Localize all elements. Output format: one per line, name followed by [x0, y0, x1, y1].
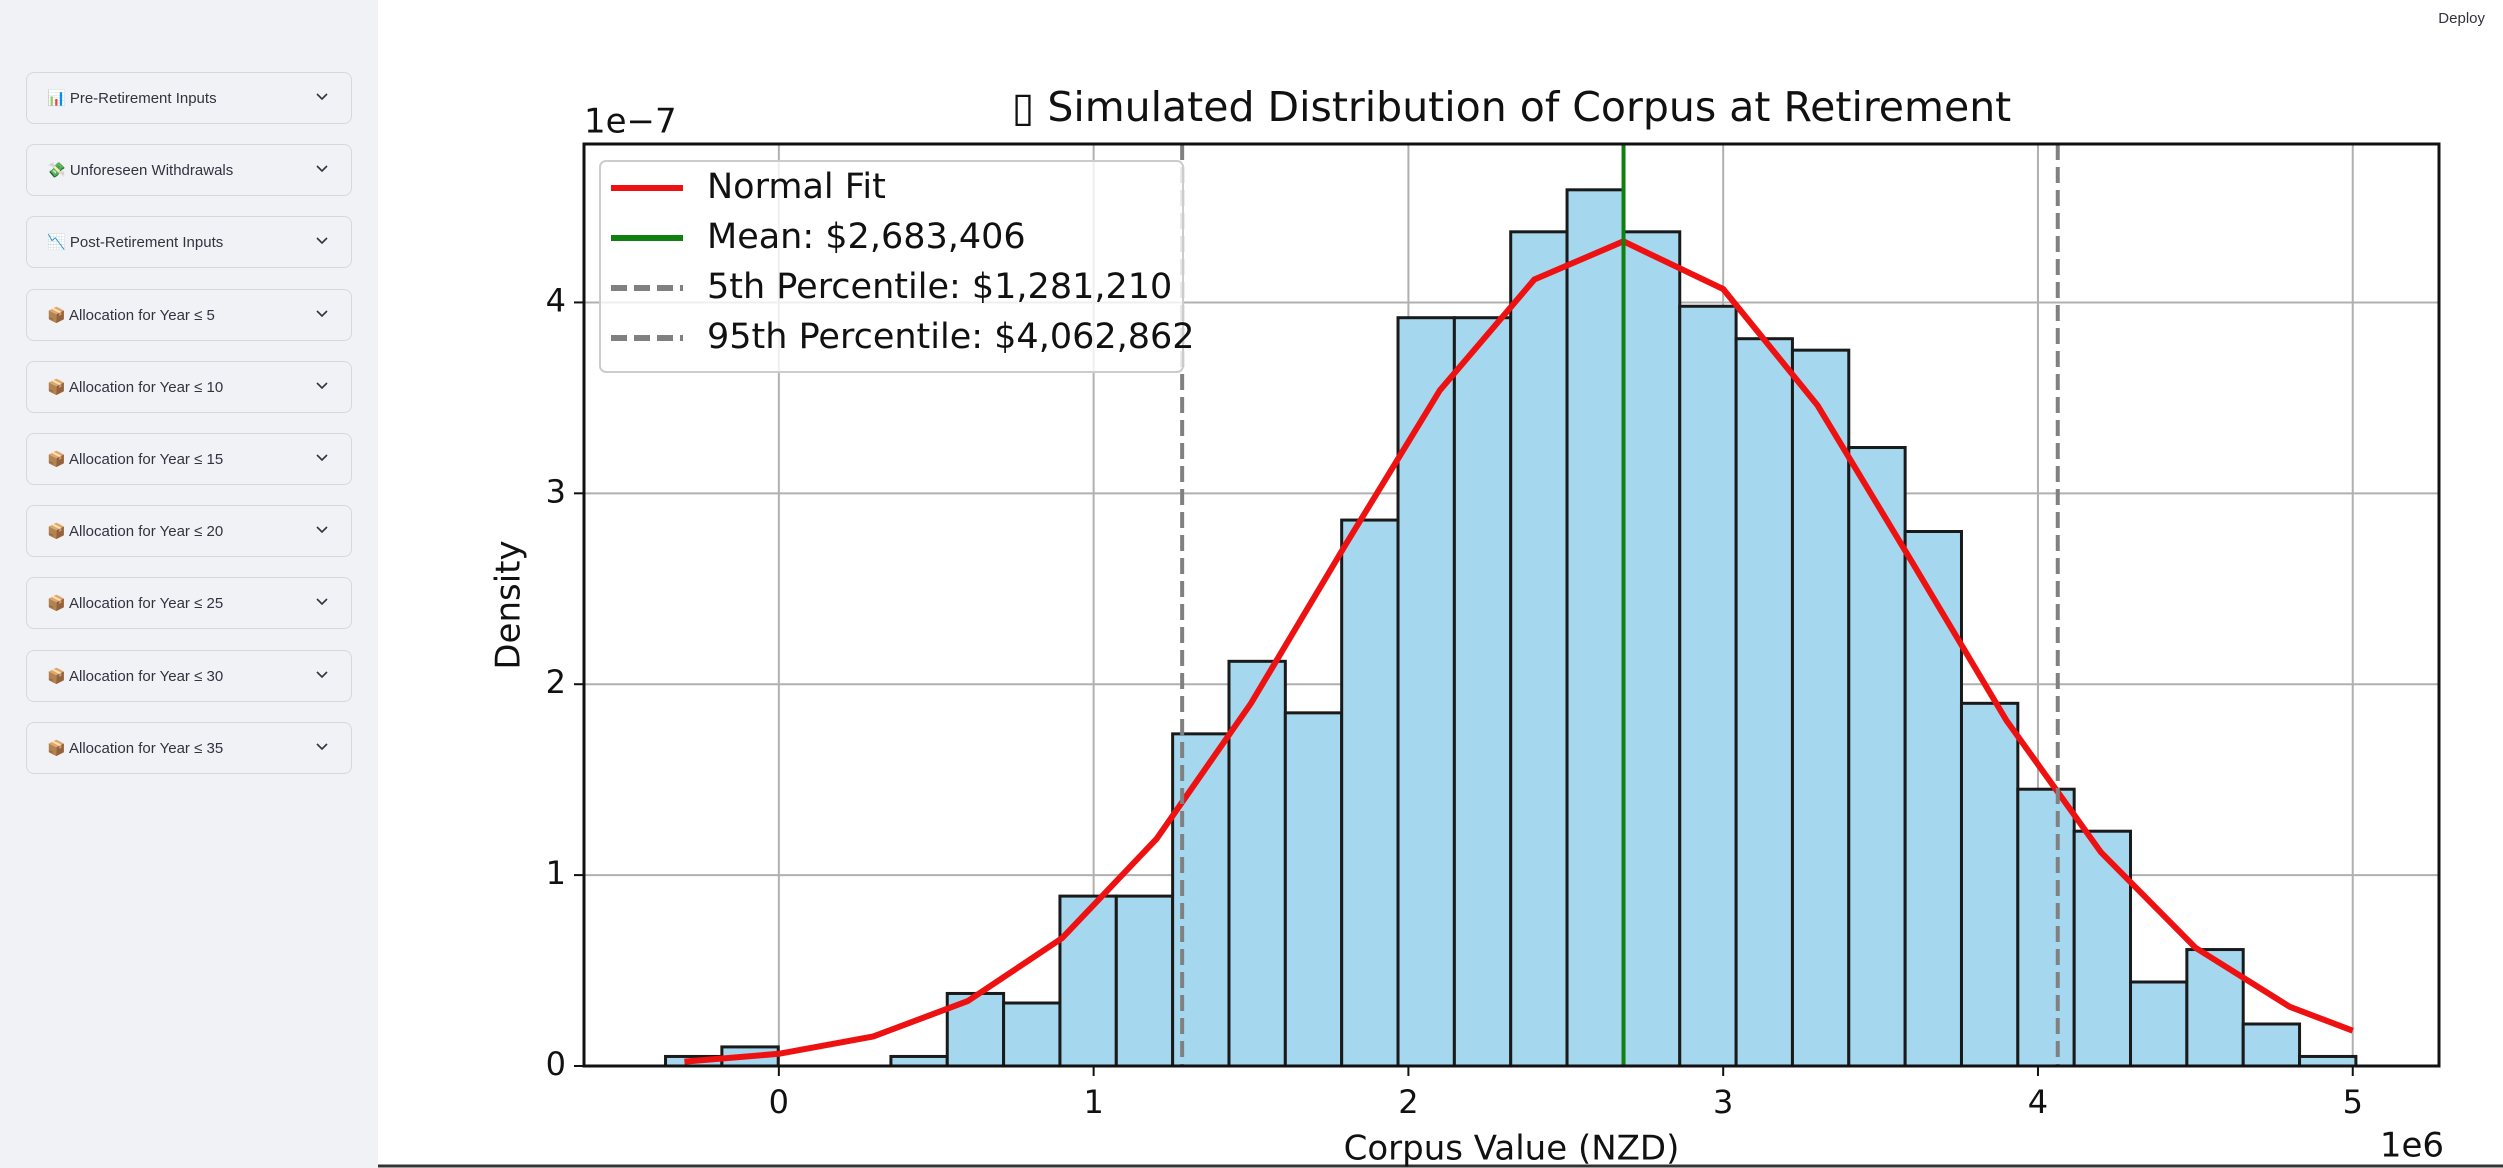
x-tick-label: 0 [769, 1083, 789, 1121]
chevron [316, 93, 328, 101]
bar [1565, 188, 1625, 1068]
x-axis-label: Corpus Value (NZD) [1344, 1129, 1680, 1168]
fit-line [684, 238, 2354, 1065]
expander-label: 💸 Unforeseen Withdrawals [47, 162, 234, 180]
x-tick-label: 4 [2028, 1083, 2048, 1121]
bar [2016, 787, 2076, 1068]
expander-label: 📦 Allocation for Year ≤ 35 [47, 739, 224, 757]
expander[interactable]: 📦 Allocation for Year ≤ 5 [26, 288, 352, 341]
expander-label: 📉 Post-Retirement Inputs [47, 234, 224, 252]
chevron [316, 310, 328, 317]
legend-label: Mean: $2,683,406 [707, 217, 1026, 257]
x-tick-label: 3 [1713, 1083, 1733, 1121]
bar [2241, 1022, 2302, 1068]
expander[interactable]: 📦 Allocation for Year ≤ 35 [26, 721, 352, 774]
chevron [316, 382, 328, 389]
bar [2129, 980, 2189, 1068]
chart-title: ▯ Simulated Distribution of Corpus at Re… [1012, 83, 2012, 131]
bar [2185, 948, 2245, 1068]
bar [1283, 711, 1344, 1068]
legend-label: 95th Percentile: $4,062,862 [707, 317, 1195, 357]
x-tick-label: 2 [1398, 1083, 1418, 1121]
bar [1678, 304, 1738, 1068]
expander[interactable]: 📊 Pre-Retirement Inputs [26, 72, 352, 124]
bar [1396, 316, 1456, 1068]
expander[interactable]: 📉 Post-Retirement Inputs [26, 216, 352, 269]
bar [1452, 316, 1513, 1068]
chevron [316, 598, 328, 606]
legend-box [599, 160, 1184, 373]
y-tick-label: 2 [546, 663, 566, 701]
chevron [316, 454, 328, 462]
bar [1959, 701, 2020, 1068]
bar [1227, 659, 1287, 1068]
sidebar: 📊 Pre-Retirement Inputs 💸 Unforeseen With… [0, 0, 378, 1168]
legend: Normal Fit Mean: $2,683,406 5th Percentile… [599, 160, 1195, 373]
y-tick-label: 3 [546, 472, 566, 510]
bar [1340, 518, 1400, 1068]
expander[interactable]: 📦 Allocation for Year ≤ 10 [26, 360, 352, 413]
chevron [316, 165, 328, 173]
expander[interactable]: 📦 Allocation for Year ≤ 30 [26, 649, 352, 702]
bar [1903, 530, 1963, 1068]
bar [1790, 348, 1851, 1068]
bar [1847, 446, 1907, 1068]
y-tick-label: 4 [546, 281, 566, 319]
expander-label: 📦 Allocation for Year ≤ 20 [47, 523, 224, 541]
y-tick-label: 0 [546, 1045, 566, 1083]
bar [2072, 829, 2133, 1068]
y-tick-label: 1 [546, 854, 566, 892]
expander-label: 📦 Allocation for Year ≤ 30 [47, 667, 224, 685]
x-tick-label: 5 [2343, 1083, 2363, 1121]
expander-label: 📦 Allocation for Year ≤ 5 [47, 306, 215, 324]
bar [1171, 732, 1231, 1068]
expander-label: 📦 Allocation for Year ≤ 10 [47, 378, 224, 396]
x-offset-label: 1e6 [2380, 1126, 2444, 1166]
bar [1114, 894, 1175, 1068]
bar [1058, 894, 1118, 1068]
legend-label: Normal Fit [707, 167, 886, 207]
y-offset-label: 1e−7 [584, 102, 677, 142]
bar [1621, 230, 1682, 1068]
expander-label: 📊 Pre-Retirement Inputs [47, 90, 217, 107]
expander[interactable]: 💸 Unforeseen Withdrawals [26, 144, 352, 197]
chevron [316, 526, 328, 534]
bar [1734, 337, 1794, 1068]
expander[interactable]: 📦 Allocation for Year ≤ 25 [26, 577, 352, 630]
deploy-button[interactable]: Deploy [2438, 10, 2485, 27]
chevron [316, 671, 328, 678]
chevron [316, 743, 328, 750]
expander-label: 📦 Allocation for Year ≤ 15 [47, 451, 224, 468]
x-tick-label: 1 [1083, 1083, 1103, 1121]
legend-label: 5th Percentile: $1,281,210 [707, 267, 1172, 307]
expander[interactable]: 📦 Allocation for Year ≤ 20 [26, 505, 352, 558]
axes-frame [582, 142, 2441, 1068]
expander-label: 📦 Allocation for Year ≤ 25 [47, 595, 224, 613]
expander[interactable]: 📦 Allocation for Year ≤ 15 [26, 433, 352, 485]
chevron [316, 237, 328, 245]
bar [1509, 230, 1569, 1068]
y-axis-label: Density [489, 540, 529, 669]
bar [1002, 1001, 1062, 1068]
